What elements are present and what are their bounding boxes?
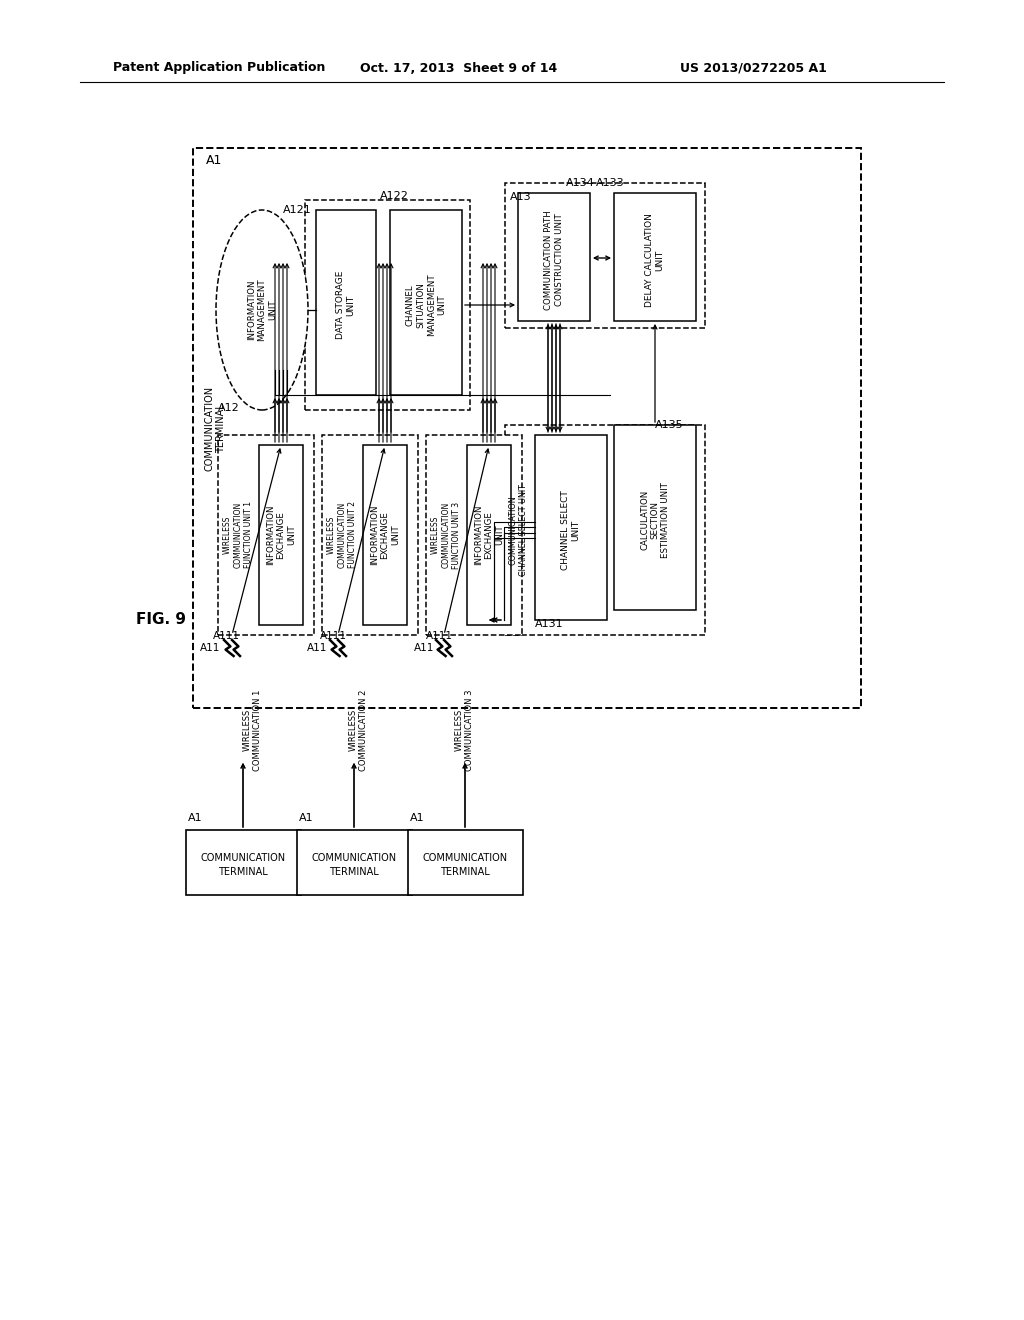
Text: A11: A11 xyxy=(200,643,220,653)
Bar xyxy=(467,445,511,624)
Text: A121: A121 xyxy=(283,205,311,215)
Bar xyxy=(535,436,607,620)
Text: A111: A111 xyxy=(213,631,240,642)
Text: COMMUNICATION PATH
CONSTRUCTION UNIT: COMMUNICATION PATH CONSTRUCTION UNIT xyxy=(545,210,563,310)
Text: WIRELESS
COMMUNICATION 1: WIRELESS COMMUNICATION 1 xyxy=(243,689,262,771)
Text: Patent Application Publication: Patent Application Publication xyxy=(113,62,326,74)
Text: COMMUNICATION: COMMUNICATION xyxy=(423,853,508,863)
Text: INFORMATION
EXCHANGE
UNIT: INFORMATION EXCHANGE UNIT xyxy=(266,504,296,565)
Text: INFORMATION
MANAGEMENT
UNIT: INFORMATION MANAGEMENT UNIT xyxy=(247,279,276,342)
Text: CHANNEL SELECT
UNIT: CHANNEL SELECT UNIT xyxy=(561,490,581,570)
Bar xyxy=(305,201,470,411)
Text: WIRELESS
COMMUNICATION 2: WIRELESS COMMUNICATION 2 xyxy=(348,689,368,771)
Text: COMMUNICATION: COMMUNICATION xyxy=(311,853,396,863)
Text: A11: A11 xyxy=(414,643,434,653)
Text: COMMUNICATION
TERMINAL: COMMUNICATION TERMINAL xyxy=(204,385,226,470)
Text: A11: A11 xyxy=(307,643,328,653)
Bar xyxy=(316,210,376,395)
Text: A133: A133 xyxy=(596,178,625,187)
Bar xyxy=(614,425,696,610)
Text: A111: A111 xyxy=(426,631,453,642)
Text: A1: A1 xyxy=(188,813,203,822)
Text: WIRELESS
COMMUNICATION 3: WIRELESS COMMUNICATION 3 xyxy=(455,689,474,771)
Text: DATA STORAGE
UNIT: DATA STORAGE UNIT xyxy=(336,271,355,339)
Bar xyxy=(218,436,314,635)
Text: CALCULATION
SECTION
ESTIMATION UNIT: CALCULATION SECTION ESTIMATION UNIT xyxy=(640,482,670,558)
Text: A122: A122 xyxy=(380,191,409,201)
Text: A131: A131 xyxy=(535,619,563,630)
Bar xyxy=(505,425,705,635)
Text: COMMUNICATION: COMMUNICATION xyxy=(201,853,286,863)
Text: WIRELESS
COMMUNICATION
FUNCTION UNIT 3: WIRELESS COMMUNICATION FUNCTION UNIT 3 xyxy=(431,502,461,569)
Text: US 2013/0272205 A1: US 2013/0272205 A1 xyxy=(680,62,826,74)
Bar xyxy=(390,210,462,395)
Text: TERMINAL: TERMINAL xyxy=(440,867,489,876)
Text: A111: A111 xyxy=(319,631,347,642)
Bar xyxy=(186,830,301,895)
Text: TERMINAL: TERMINAL xyxy=(329,867,379,876)
Text: FIG. 9: FIG. 9 xyxy=(136,612,186,627)
Bar xyxy=(297,830,412,895)
Bar xyxy=(614,193,696,321)
Text: INFORMATION
EXCHANGE
UNIT: INFORMATION EXCHANGE UNIT xyxy=(474,504,504,565)
Text: INFORMATION
EXCHANGE
UNIT: INFORMATION EXCHANGE UNIT xyxy=(370,504,400,565)
Text: A1: A1 xyxy=(410,813,425,822)
Text: DELAY CALCULATION
UNIT: DELAY CALCULATION UNIT xyxy=(645,213,665,308)
Bar xyxy=(518,193,590,321)
Text: CHANNEL
SITUATION
MANAGEMENT
UNIT: CHANNEL SITUATION MANAGEMENT UNIT xyxy=(406,273,446,337)
Bar xyxy=(426,436,522,635)
Ellipse shape xyxy=(216,210,308,411)
Text: A134: A134 xyxy=(566,178,595,187)
Bar xyxy=(408,830,523,895)
Text: TERMINAL: TERMINAL xyxy=(218,867,268,876)
Text: A135: A135 xyxy=(655,420,684,430)
Bar xyxy=(322,436,418,635)
Text: Oct. 17, 2013  Sheet 9 of 14: Oct. 17, 2013 Sheet 9 of 14 xyxy=(360,62,557,74)
Text: WIRELESS
COMMUNICATION
FUNCTION UNIT 2: WIRELESS COMMUNICATION FUNCTION UNIT 2 xyxy=(327,502,357,569)
Text: WIRELESS
COMMUNICATION
FUNCTION UNIT 1: WIRELESS COMMUNICATION FUNCTION UNIT 1 xyxy=(223,502,253,569)
Bar xyxy=(505,183,705,327)
Text: A12: A12 xyxy=(218,403,240,413)
Bar xyxy=(362,445,407,624)
Text: A13: A13 xyxy=(510,191,531,202)
Text: COMMUNICATION
CHANNEL SELECT UNIT: COMMUNICATION CHANNEL SELECT UNIT xyxy=(508,484,527,576)
Text: A1: A1 xyxy=(299,813,313,822)
Bar xyxy=(259,445,303,624)
Bar xyxy=(193,148,861,708)
Text: A1: A1 xyxy=(206,153,222,166)
